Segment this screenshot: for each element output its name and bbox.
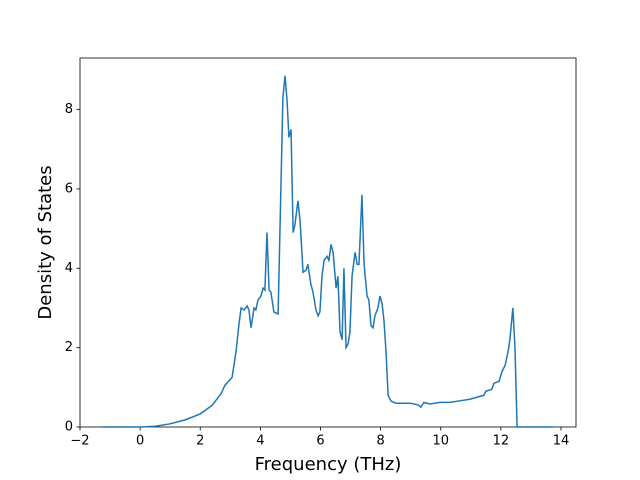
x-tick-label: 14 (553, 434, 570, 449)
y-tick-label: 4 (65, 261, 73, 276)
y-axis-label: Density of States (35, 165, 56, 319)
y-tick-label: 2 (65, 340, 73, 355)
x-tick-label: 8 (376, 434, 384, 449)
x-tick-label: −2 (70, 434, 89, 449)
y-tick-label: 0 (65, 420, 73, 435)
x-tick-label: 10 (432, 434, 449, 449)
x-tick-label: 0 (136, 434, 144, 449)
x-tick-label: 2 (196, 434, 204, 449)
x-tick-label: 4 (256, 434, 264, 449)
axes-frame (79, 57, 577, 428)
x-axis-label: Frequency (THz) (255, 454, 402, 475)
x-tick-label: 12 (493, 434, 510, 449)
y-tick-label: 6 (65, 181, 73, 196)
line-series (102, 75, 554, 428)
y-tick-label: 8 (65, 102, 73, 117)
x-tick-label: 6 (316, 434, 324, 449)
